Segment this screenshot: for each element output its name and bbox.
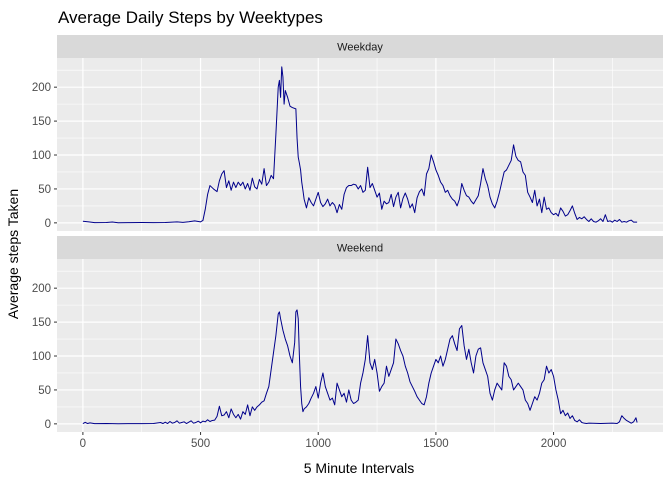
y-tick-label: 50 bbox=[38, 385, 51, 397]
y-tick-label: 100 bbox=[32, 150, 51, 162]
facet-weekend: Weekend 0 50 100 150 200 bbox=[32, 236, 663, 432]
strip-weekend bbox=[57, 236, 663, 259]
y-tick-label: 50 bbox=[38, 184, 51, 196]
x-axis-title: 5 Minute Intervals bbox=[304, 460, 415, 476]
y-tick-label: 200 bbox=[32, 283, 51, 295]
strip-label-weekday: Weekday bbox=[337, 42, 383, 54]
x-axis: 0 500 1000 1500 2000 bbox=[80, 432, 567, 450]
facet-weekday: Weekday 0 50 100 150 200 bbox=[32, 35, 663, 231]
strip-label-weekend: Weekend bbox=[337, 243, 383, 255]
x-tick-label: 1500 bbox=[423, 438, 449, 450]
y-tick-label: 0 bbox=[45, 419, 51, 431]
panel-background-weekend bbox=[57, 259, 663, 432]
series-line-weekend bbox=[82, 309, 638, 425]
series-line-weekday bbox=[82, 66, 638, 224]
x-tick-label: 0 bbox=[80, 438, 86, 450]
y-tick-label: 0 bbox=[45, 218, 51, 230]
grid-weekday bbox=[57, 58, 663, 231]
chart-title: Average Daily Steps by Weektypes bbox=[58, 8, 323, 27]
y-tick-label: 150 bbox=[32, 317, 51, 329]
x-tick-label: 1000 bbox=[305, 438, 331, 450]
x-tick-label: 500 bbox=[191, 438, 210, 450]
y-tick-label: 100 bbox=[32, 351, 51, 363]
y-axis-weekday: 0 50 100 150 200 bbox=[32, 82, 57, 230]
x-tick-label: 2000 bbox=[541, 438, 567, 450]
y-axis-title: Average steps Taken bbox=[5, 189, 21, 319]
strip-weekday bbox=[57, 35, 663, 58]
facet-panels: Weekday 0 50 100 150 200 Weekend 0 50 100 150 200 bbox=[32, 35, 663, 432]
y-tick-label: 200 bbox=[32, 82, 51, 94]
y-axis-weekend: 0 50 100 150 200 bbox=[32, 283, 57, 431]
panel-background-weekday bbox=[57, 58, 663, 231]
y-tick-label: 150 bbox=[32, 116, 51, 128]
